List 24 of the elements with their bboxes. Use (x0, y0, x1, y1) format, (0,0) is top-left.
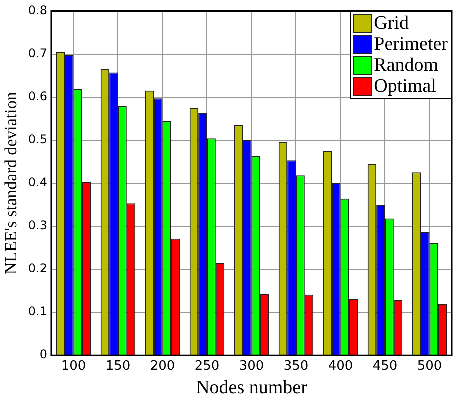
y-axis-title: NLEE's standard deviation (2, 92, 21, 275)
y-tick-label: 0.2 (28, 262, 48, 276)
x-tick-label: 200 (150, 358, 176, 374)
legend-label: Random (374, 55, 439, 76)
legend-label: Optimal (374, 76, 436, 98)
y-tick-label: 0.8 (28, 3, 48, 18)
y-tick-label: 0.5 (28, 132, 48, 146)
y-tick-label: 0.3 (28, 218, 48, 233)
y-tick-label: 0.6 (28, 89, 48, 104)
legend-label: Grid (374, 13, 409, 34)
x-tick-label: 300 (239, 358, 264, 374)
y-tick-label: 0.1 (28, 304, 48, 319)
x-tick-label: 450 (372, 358, 398, 374)
y-tick-label: 0 (40, 348, 48, 362)
x-tick-label: 150 (106, 358, 131, 374)
x-tick-label: 100 (61, 358, 86, 374)
legend-label: Perimeter (374, 34, 448, 56)
x-tick-label: 400 (328, 358, 354, 374)
x-tick-label: 500 (417, 358, 442, 374)
x-axis-title: Nodes number (196, 378, 308, 399)
y-tick-label: 0.7 (28, 46, 48, 60)
y-tick-label: 0.4 (28, 176, 48, 190)
x-tick-label: 250 (194, 358, 220, 374)
x-tick-label: 350 (284, 358, 309, 374)
